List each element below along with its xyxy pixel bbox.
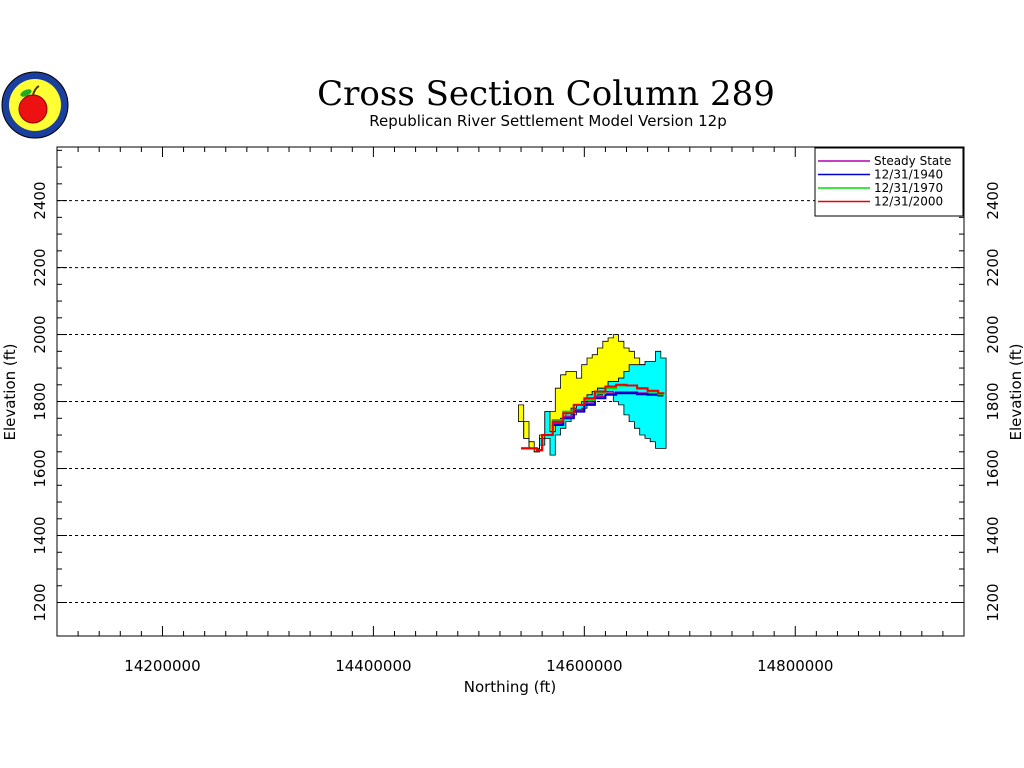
x-tick-label: 14400000 bbox=[335, 657, 411, 675]
y-tick-label-left: 2200 bbox=[31, 248, 49, 286]
water-level-series bbox=[521, 383, 665, 452]
x-tick-label: 14600000 bbox=[546, 657, 622, 675]
x-tick-label: 14200000 bbox=[124, 657, 200, 675]
legend-box bbox=[814, 147, 964, 217]
legend: Steady State12/31/194012/31/197012/31/20… bbox=[814, 147, 964, 217]
y-tick-label-right: 1600 bbox=[984, 449, 1002, 487]
grid-lines bbox=[57, 200, 964, 604]
x-tick-label: 14800000 bbox=[757, 657, 833, 675]
y-tick-label-left: 2000 bbox=[31, 315, 49, 353]
y-tick-label-right: 1200 bbox=[984, 583, 1002, 621]
series-line-4 bbox=[521, 383, 665, 452]
legend-label: Steady State bbox=[874, 154, 951, 168]
y-axis-label-left: Elevation (ft) bbox=[1, 343, 19, 440]
y-tick-label-left: 1800 bbox=[31, 382, 49, 420]
y-tick-label-right: 1400 bbox=[984, 516, 1002, 554]
y-tick-label-right: 1800 bbox=[984, 382, 1002, 420]
y-tick-label-right: 2200 bbox=[984, 248, 1002, 286]
legend-label: 12/31/1940 bbox=[874, 168, 943, 182]
y-tick-label-left: 1200 bbox=[31, 583, 49, 621]
y-tick-label-left: 1600 bbox=[31, 449, 49, 487]
y-tick-label-left: 1400 bbox=[31, 516, 49, 554]
legend-label: 12/31/1970 bbox=[874, 181, 943, 195]
chart-subtitle: Republican River Settlement Model Versio… bbox=[369, 112, 726, 130]
logo-seal-icon bbox=[1, 71, 69, 139]
x-axis-label: Northing (ft) bbox=[464, 678, 557, 696]
tick-labels: 14200000 14400000 14600000 14800000 1200 1200… bbox=[31, 181, 1002, 675]
plot-frame bbox=[56, 146, 965, 637]
y-axis-label-right: Elevation (ft) bbox=[1007, 343, 1024, 440]
axis-ticks bbox=[56, 147, 965, 636]
y-tick-label-left: 2400 bbox=[31, 181, 49, 219]
chart-title: Cross Section Column 289 bbox=[317, 74, 775, 114]
y-tick-label-right: 2400 bbox=[984, 181, 1002, 219]
y-tick-label-right: 2000 bbox=[984, 315, 1002, 353]
legend-label: 12/31/2000 bbox=[874, 195, 943, 209]
